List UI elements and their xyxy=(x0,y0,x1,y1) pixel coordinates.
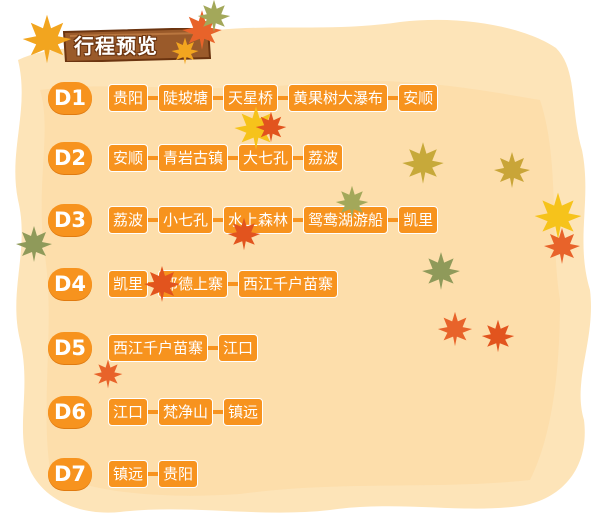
day-row: D5 西江千户苗寨 江口 xyxy=(0,332,597,364)
stop-chain: 镇远 贵阳 xyxy=(108,460,199,488)
stop-chip: 江口 xyxy=(218,334,259,362)
day-row: D1 贵阳 陡坡塘 天星桥 黄果树大瀑布 安顺 xyxy=(0,82,597,114)
day-badge: D1 xyxy=(48,82,92,114)
stop-connector xyxy=(148,472,159,476)
day-row: D3 荔波 小七孔 水上森林 鸳鸯湖游船 凯里 xyxy=(0,204,597,236)
day-row: D7 镇远 贵阳 xyxy=(0,458,597,490)
stop-connector xyxy=(208,346,219,350)
day-badge: D6 xyxy=(48,396,92,428)
stop-chip: 荔波 xyxy=(108,206,149,234)
stop-chip: 贵阳 xyxy=(108,84,149,112)
stop-connector xyxy=(148,410,159,414)
page-title: 行程预览 xyxy=(74,34,158,58)
stop-connector xyxy=(293,218,304,222)
stop-chip: 天星桥 xyxy=(223,84,279,112)
maple-leaf-icon xyxy=(335,185,369,219)
maple-leaf-icon xyxy=(22,14,72,64)
stop-connector xyxy=(148,156,159,160)
stop-chain: 西江千户苗寨 江口 xyxy=(108,334,259,362)
maple-leaf-icon xyxy=(171,37,199,65)
stop-connector xyxy=(213,410,224,414)
day-badge: D2 xyxy=(48,142,92,174)
stop-chain: 贵阳 陡坡塘 天星桥 黄果树大瀑布 安顺 xyxy=(108,84,439,112)
stop-chip: 陡坡塘 xyxy=(158,84,214,112)
stop-chip: 青岩古镇 xyxy=(158,144,229,172)
stop-connector xyxy=(213,96,224,100)
stop-chip: 鸳鸯湖游船 xyxy=(303,206,389,234)
maple-leaf-icon xyxy=(494,152,530,188)
stop-connector xyxy=(278,96,289,100)
day-badge: D7 xyxy=(48,458,92,490)
stop-chip: 贵阳 xyxy=(158,460,199,488)
stop-chip: 西江千户苗寨 xyxy=(238,270,339,298)
maple-leaf-icon xyxy=(93,359,123,389)
title-board xyxy=(62,28,212,62)
stop-chip: 镇远 xyxy=(108,460,149,488)
stop-chain: 荔波 小七孔 水上森林 鸳鸯湖游船 凯里 xyxy=(108,206,439,234)
stop-chip: 安顺 xyxy=(108,144,149,172)
stop-connector xyxy=(148,218,159,222)
stop-connector xyxy=(228,156,239,160)
stop-connector xyxy=(388,96,399,100)
maple-leaf-icon xyxy=(234,106,278,150)
day-row: D6 江口 梵净山 镇远 xyxy=(0,396,597,428)
stop-chip: 镇远 xyxy=(223,398,264,426)
maple-leaf-icon xyxy=(437,311,473,347)
stop-chain: 江口 梵净山 镇远 xyxy=(108,398,264,426)
stop-connector xyxy=(148,96,159,100)
stop-chain: 安顺 青岩古镇 大七孔 荔波 xyxy=(108,144,344,172)
maple-leaf-icon xyxy=(422,252,460,290)
stop-chip: 小七孔 xyxy=(158,206,214,234)
stop-chip: 梵净山 xyxy=(158,398,214,426)
day-row: D4 凯里 郎德上寨 西江千户苗寨 xyxy=(0,268,597,300)
stop-chip: 西江千户苗寨 xyxy=(108,334,209,362)
maple-leaf-icon xyxy=(16,226,52,262)
stop-connector xyxy=(388,218,399,222)
stop-chip: 荔波 xyxy=(303,144,344,172)
day-badge: D3 xyxy=(48,204,92,236)
maple-leaf-icon xyxy=(534,192,582,240)
day-badge: D5 xyxy=(48,332,92,364)
stop-connector xyxy=(228,282,239,286)
stop-chip: 凯里 xyxy=(108,270,149,298)
stop-chip: 凯里 xyxy=(398,206,439,234)
maple-leaf-icon xyxy=(481,319,515,353)
day-badge: D4 xyxy=(48,268,92,300)
stop-chip: 江口 xyxy=(108,398,149,426)
maple-leaf-icon xyxy=(197,0,231,33)
day-row: D2 安顺 青岩古镇 大七孔 荔波 xyxy=(0,142,597,174)
maple-leaf-icon xyxy=(227,217,261,251)
maple-leaf-icon xyxy=(544,228,580,264)
stop-chip: 大七孔 xyxy=(238,144,294,172)
maple-leaf-icon xyxy=(255,111,287,143)
maple-leaf-icon xyxy=(402,142,444,184)
stop-chip: 黄果树大瀑布 xyxy=(288,84,389,112)
stop-connector xyxy=(213,218,224,222)
stop-chip: 安顺 xyxy=(398,84,439,112)
maple-leaf-icon xyxy=(144,266,180,302)
stop-connector xyxy=(293,156,304,160)
